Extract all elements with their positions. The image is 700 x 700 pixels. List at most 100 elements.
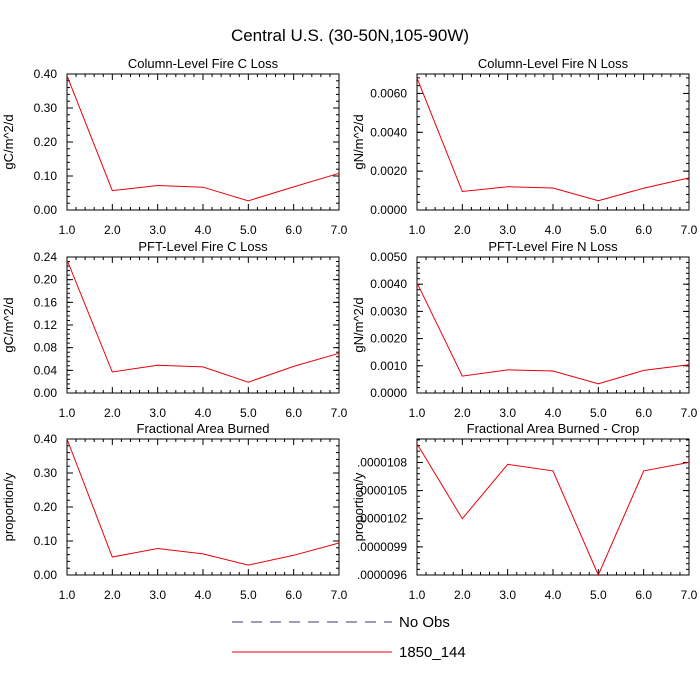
legend-label-2: 1850_144 [399,644,466,661]
y-tick-label: 0.20 [34,273,58,287]
chart-panel-2: Column-Level Fire N Loss gN/m^2/d 1.0 2.0 3.… [351,56,698,237]
chart-panel-5: Fractional Area Burned proportion/y 1.0 2.0… [1,421,348,602]
series-line-1850_144 [66,75,340,202]
y-axis-label: gN/m^2/d [351,114,366,169]
x-tick-label: 7.0 [681,406,698,420]
plot-frame [66,438,340,576]
series-line-1850_144 [416,282,690,385]
x-tick-label: 2.0 [454,223,471,237]
x-tick-label: 2.0 [104,406,121,420]
y-tick-label: 0.00 [34,203,58,217]
y-tick-label: 0.0030 [370,304,407,318]
y-tick-label: 0.0050 [370,250,407,264]
x-tick-label: 1.0 [409,223,426,237]
x-tick-label: 7.0 [331,223,348,237]
y-tick-label: 0.00 [34,568,58,582]
series-line-1850_144 [416,77,690,202]
panel-title: Column-Level Fire C Loss [128,56,279,71]
x-tick-label: 5.0 [240,588,257,602]
x-tick-label: 7.0 [681,588,698,602]
y-tick-label: 0.16 [34,295,58,309]
legend: No Obs 1850_144 [232,614,466,661]
panel-title: PFT-Level Fire C Loss [138,239,268,254]
x-tick-label: 6.0 [285,223,302,237]
plot-frame [416,73,690,211]
y-tick-label: 0.30 [34,101,58,115]
series-line-1850_144 [66,259,340,383]
figure-title: Central U.S. (30-50N,105-90W) [231,26,469,45]
x-tick-label: 4.0 [545,406,562,420]
x-tick-label: 5.0 [240,223,257,237]
y-axis-label: proportion/y [1,472,16,541]
x-tick-label: 6.0 [285,588,302,602]
chart-panel-4: PFT-Level Fire N Loss gN/m^2/d 1.0 2.0 3.0 4.… [351,239,698,420]
y-tick-label: .0000108 [357,455,407,469]
x-tick-label: 5.0 [240,406,257,420]
y-tick-label: 0.40 [34,432,58,446]
x-tick-label: 4.0 [195,588,212,602]
x-tick-label: 4.0 [195,223,212,237]
plot-frame [416,438,690,576]
y-tick-label: 0.0010 [370,359,407,373]
x-tick-label: 4.0 [545,223,562,237]
x-tick-label: 3.0 [499,223,516,237]
y-tick-label: 0.00 [34,386,58,400]
y-tick-label: .0000099 [357,540,407,554]
y-tick-label: 0.0040 [370,277,407,291]
x-tick-label: 3.0 [499,406,516,420]
y-tick-label: 0.24 [34,250,58,264]
x-tick-label: 1.0 [59,406,76,420]
y-tick-label: 0.20 [34,135,58,149]
panel-title: PFT-Level Fire N Loss [488,239,618,254]
y-tick-label: 0.0000 [370,203,407,217]
x-tick-label: 6.0 [635,223,652,237]
x-tick-label: 5.0 [590,406,607,420]
x-tick-label: 3.0 [149,223,166,237]
y-tick-label: 0.0020 [370,332,407,346]
y-tick-label: 0.0040 [370,125,407,139]
y-tick-label: .0000096 [357,568,407,582]
legend-label-1: No Obs [399,614,450,631]
y-axis-label: gC/m^2/d [1,114,16,169]
x-tick-label: 3.0 [499,588,516,602]
x-tick-label: 2.0 [104,223,121,237]
series-line-1850_144 [416,443,690,577]
plot-frame [66,73,340,211]
y-axis-label: gN/m^2/d [351,297,366,352]
x-tick-label: 6.0 [635,406,652,420]
x-tick-label: 7.0 [331,406,348,420]
x-tick-label: 1.0 [409,588,426,602]
y-tick-label: 0.10 [34,169,58,183]
x-tick-label: 2.0 [104,588,121,602]
x-tick-label: 6.0 [285,406,302,420]
y-tick-label: .0000105 [357,484,407,498]
x-tick-label: 1.0 [409,406,426,420]
x-tick-label: 6.0 [635,588,652,602]
x-tick-label: 5.0 [590,223,607,237]
panel-title: Fractional Area Burned - Crop [467,421,640,436]
y-tick-label: 0.40 [34,67,58,81]
y-tick-label: 0.08 [34,341,58,355]
x-tick-label: 1.0 [59,223,76,237]
y-tick-label: 0.12 [34,318,58,332]
chart-panel-3: PFT-Level Fire C Loss gC/m^2/d 1.0 2.0 3.0 4.… [1,239,348,420]
x-tick-label: 7.0 [331,588,348,602]
y-axis-label: gC/m^2/d [1,297,16,352]
plot-frame [416,256,690,394]
y-tick-label: 0.10 [34,534,58,548]
x-tick-label: 4.0 [545,588,562,602]
y-tick-label: .0000102 [357,512,407,526]
y-tick-label: 0.30 [34,466,58,480]
x-tick-label: 5.0 [590,588,607,602]
chart-panel-6: Fractional Area Burned - Crop proportion/… [351,421,698,602]
x-tick-label: 7.0 [681,223,698,237]
panel-title: Fractional Area Burned [137,421,270,436]
y-tick-label: 0.04 [34,363,58,377]
y-tick-label: 0.0020 [370,164,407,178]
chart-panel-1: Column-Level Fire C Loss gC/m^2/d 1.0 2.0 3.… [1,56,348,237]
y-tick-label: 0.0000 [370,386,407,400]
y-axis-label: proportion/y [351,472,366,541]
y-tick-label: 0.20 [34,500,58,514]
y-tick-label: 0.0060 [370,86,407,100]
